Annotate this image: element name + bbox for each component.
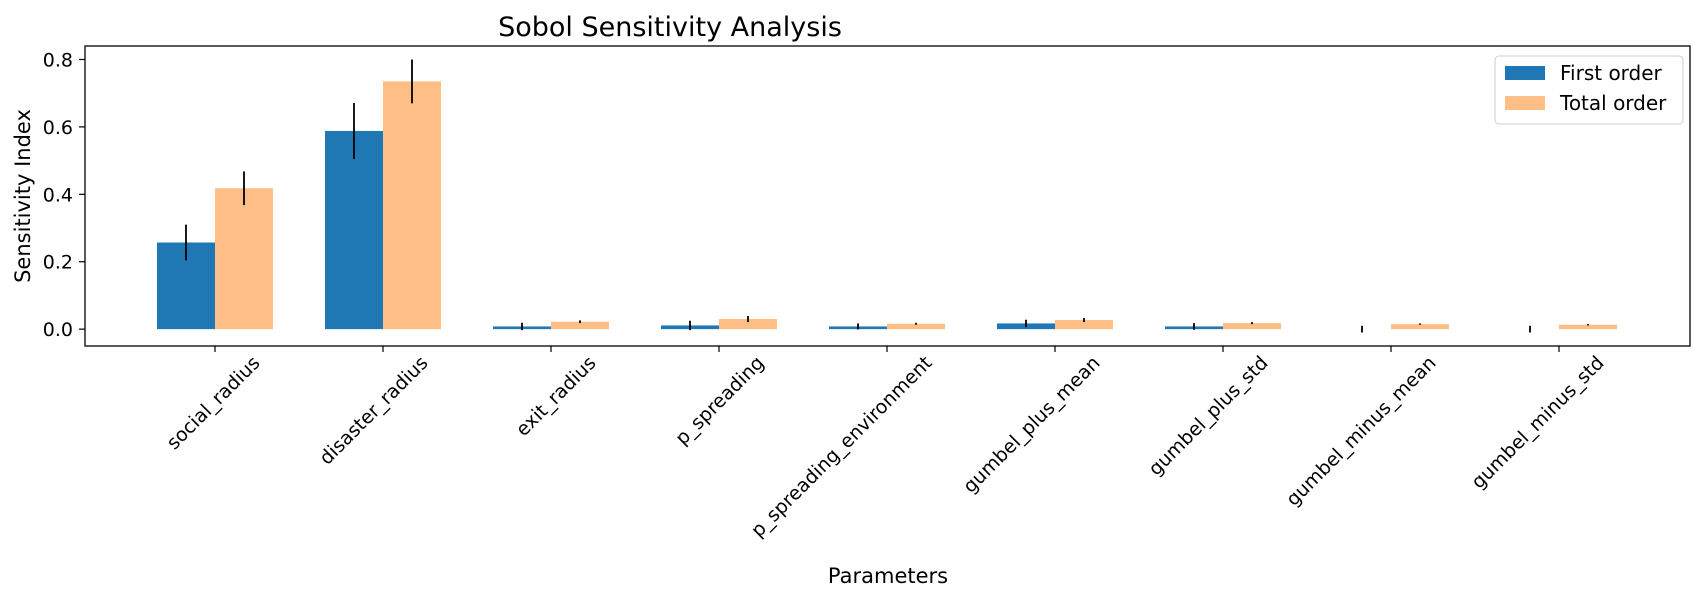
bar-total-order-gumbel_plus_std [1223, 323, 1281, 330]
x-tick-label: gumbel_plus_mean [959, 352, 1105, 498]
y-tick-label: 0.6 [43, 117, 73, 139]
bar-total-order-gumbel_plus_mean [1055, 320, 1113, 330]
bar-first-order-disaster_radius [325, 130, 383, 330]
bar-total-order-exit_radius [551, 321, 609, 330]
bar-total-order-p_spreading [719, 319, 777, 330]
legend-swatch-total-order [1505, 96, 1545, 110]
legend-swatch-first-order [1505, 66, 1545, 80]
x-tick-label: p_spreading_environment [747, 352, 937, 542]
bars [157, 59, 1617, 333]
bar-total-order-disaster_radius [383, 81, 441, 330]
x-tick-label: exit_radius [512, 352, 601, 441]
y-tick-label: 0.4 [43, 184, 73, 206]
bar-total-order-p_spreading_environment [887, 323, 945, 330]
x-tick-label: gumbel_minus_std [1467, 352, 1608, 493]
x-tick-label: p_spreading [671, 352, 768, 449]
legend: First order Total order [1494, 55, 1684, 125]
y-tick-label: 0.0 [43, 319, 73, 341]
y-axis: 0.0 0.2 0.4 0.6 0.8 [43, 49, 85, 341]
x-axis: social_radius disaster_radius exit_radius p… [162, 346, 1609, 542]
legend-label-first-order: First order [1560, 61, 1663, 85]
x-tick-label: social_radius [162, 352, 264, 454]
bar-total-order-gumbel_minus_mean [1391, 324, 1449, 330]
y-tick-label: 0.2 [43, 252, 73, 274]
x-axis-label: Parameters [828, 564, 948, 588]
y-tick-label: 0.8 [43, 49, 73, 71]
x-tick-label: disaster_radius [315, 352, 432, 469]
x-tick-label: gumbel_minus_mean [1282, 352, 1441, 511]
legend-label-total-order: Total order [1559, 91, 1667, 115]
x-tick-label: gumbel_plus_std [1144, 352, 1272, 480]
y-axis-label: Sensitivity Index [11, 109, 35, 283]
chart-title: Sobol Sensitivity Analysis [498, 12, 842, 43]
bar-total-order-gumbel_minus_std [1559, 324, 1617, 330]
bar-total-order-social_radius [215, 188, 273, 330]
